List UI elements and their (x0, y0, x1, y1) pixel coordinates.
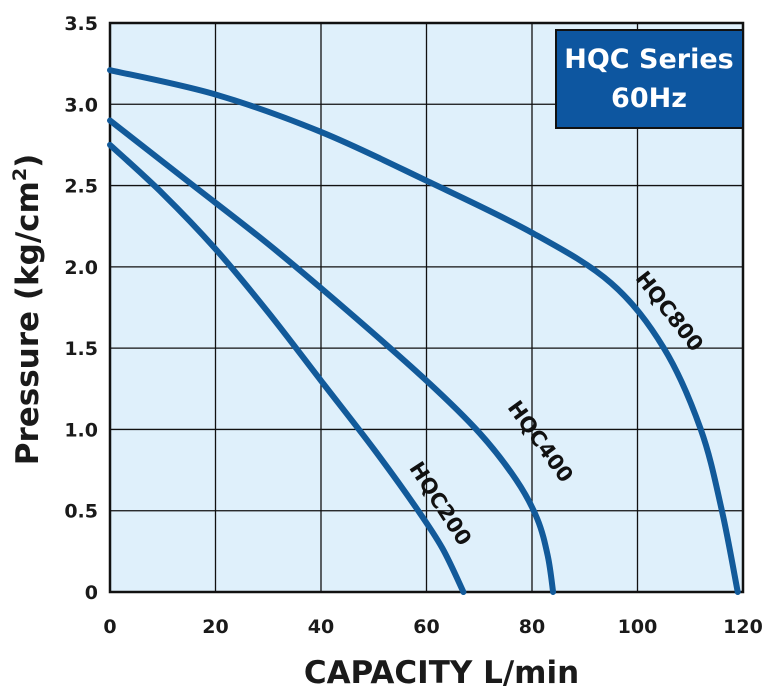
x-tick-label: 20 (202, 616, 228, 638)
series-line-hqc800 (107, 67, 741, 595)
plot-frame (108, 21, 745, 594)
x-tick-label: 80 (519, 616, 545, 638)
y-axis-title-close: ) (10, 154, 46, 168)
y-tick-label: 0.5 (64, 501, 98, 523)
x-axis-title: CAPACITY L/min (304, 655, 579, 691)
x-tick-label: 100 (618, 616, 658, 638)
x-tick-label: 40 (308, 616, 334, 638)
y-tick-label: 1.5 (64, 338, 98, 360)
legend-title: HQC Series (564, 44, 733, 75)
y-axis-title-superscript: 2 (9, 168, 31, 181)
y-axis-title-base: Pressure (kg/cm (10, 181, 46, 465)
y-tick-label: 3.5 (64, 13, 98, 35)
x-tick-label: 120 (723, 616, 763, 638)
y-tick-labels: 0 0.5 1.0 1.5 2.0 2.5 3.0 3.5 (64, 13, 98, 604)
y-tick-label: 0 (85, 582, 98, 604)
y-axis-title: Pressure (kg/cm2) (9, 154, 46, 466)
x-tick-label: 0 (103, 616, 116, 638)
y-tick-label: 3.0 (64, 94, 98, 116)
series-curves (107, 67, 741, 595)
y-tick-label: 2.0 (64, 257, 98, 279)
y-tick-label: 2.5 (64, 176, 98, 198)
x-tick-label: 60 (413, 616, 439, 638)
legend-background (555, 29, 744, 129)
x-tick-labels: 0 20 40 60 80 100 120 (103, 616, 762, 638)
series-line-hqc200 (107, 141, 467, 595)
legend-box: HQC Series 60Hz (555, 29, 744, 129)
y-tick-label: 1.0 (64, 419, 98, 441)
series-line-hqc400 (107, 117, 557, 595)
legend-subtitle: 60Hz (611, 83, 687, 114)
